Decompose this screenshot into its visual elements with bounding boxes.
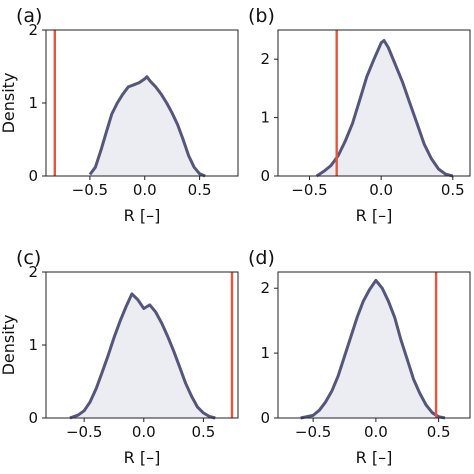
density-area (69, 293, 216, 418)
panel-label: (d) (248, 247, 275, 269)
x-axis-label: R [–] (356, 206, 393, 225)
y-axis-label: Density (0, 315, 18, 376)
panel-1: −0.5 0.0 0.5 0 1 2 R [–] Density (a) (0, 5, 239, 225)
density-curve (300, 278, 446, 420)
y-tick-label: 1 (260, 344, 270, 362)
x-axis-label: R [–] (356, 448, 393, 467)
panel-4: −0.5 0.0 0.5 0 1 2 R [–] (d) (248, 247, 471, 467)
x-axis-label: R [–] (124, 206, 161, 225)
panel-label: (b) (248, 5, 275, 27)
y-tick-label: 1 (28, 336, 38, 354)
density-curve (69, 292, 216, 420)
x-tick-label: −0.5 (295, 423, 331, 441)
x-tick-label: 0.5 (191, 423, 215, 441)
panel-label: (c) (16, 247, 41, 269)
y-tick-label: 2 (28, 21, 38, 39)
y-axis-label: Density (0, 73, 18, 134)
x-tick-label: 0.5 (427, 423, 451, 441)
y-tick-label: 1 (260, 109, 270, 127)
y-tick-label: 2 (260, 279, 270, 297)
panel-label: (a) (16, 5, 42, 27)
y-tick-label: 2 (28, 263, 38, 281)
x-tick-label: −0.5 (72, 181, 108, 199)
panel-3: −0.5 0.0 0.5 0 1 2 R [–] Density (c) (0, 247, 239, 467)
y-tick-label: 0 (28, 409, 38, 427)
y-tick-label: 2 (260, 50, 270, 68)
x-tick-label: 0.0 (369, 181, 393, 199)
plot-frame (277, 29, 471, 177)
x-tick-label: 0.5 (441, 181, 465, 199)
y-tick-label: 0 (260, 167, 270, 185)
density-curve (315, 39, 454, 178)
y-tick-label: 1 (28, 94, 38, 112)
panel-2: −0.5 0.0 0.5 0 1 2 R [–] (b) (248, 5, 471, 225)
x-tick-label: 0.0 (133, 181, 157, 199)
x-tick-label: 0.5 (188, 181, 212, 199)
density-curve (88, 75, 206, 178)
x-axis-label: R [–] (124, 448, 161, 467)
x-tick-label: 0.0 (364, 423, 388, 441)
x-tick-label: 0.0 (132, 423, 156, 441)
x-tick-label: −0.5 (66, 423, 102, 441)
density-area (316, 40, 453, 176)
y-tick-label: 0 (28, 167, 38, 185)
density-area (300, 280, 445, 418)
plot-frame (277, 271, 471, 419)
x-tick-label: −0.5 (291, 181, 327, 199)
y-tick-label: 0 (260, 409, 270, 427)
